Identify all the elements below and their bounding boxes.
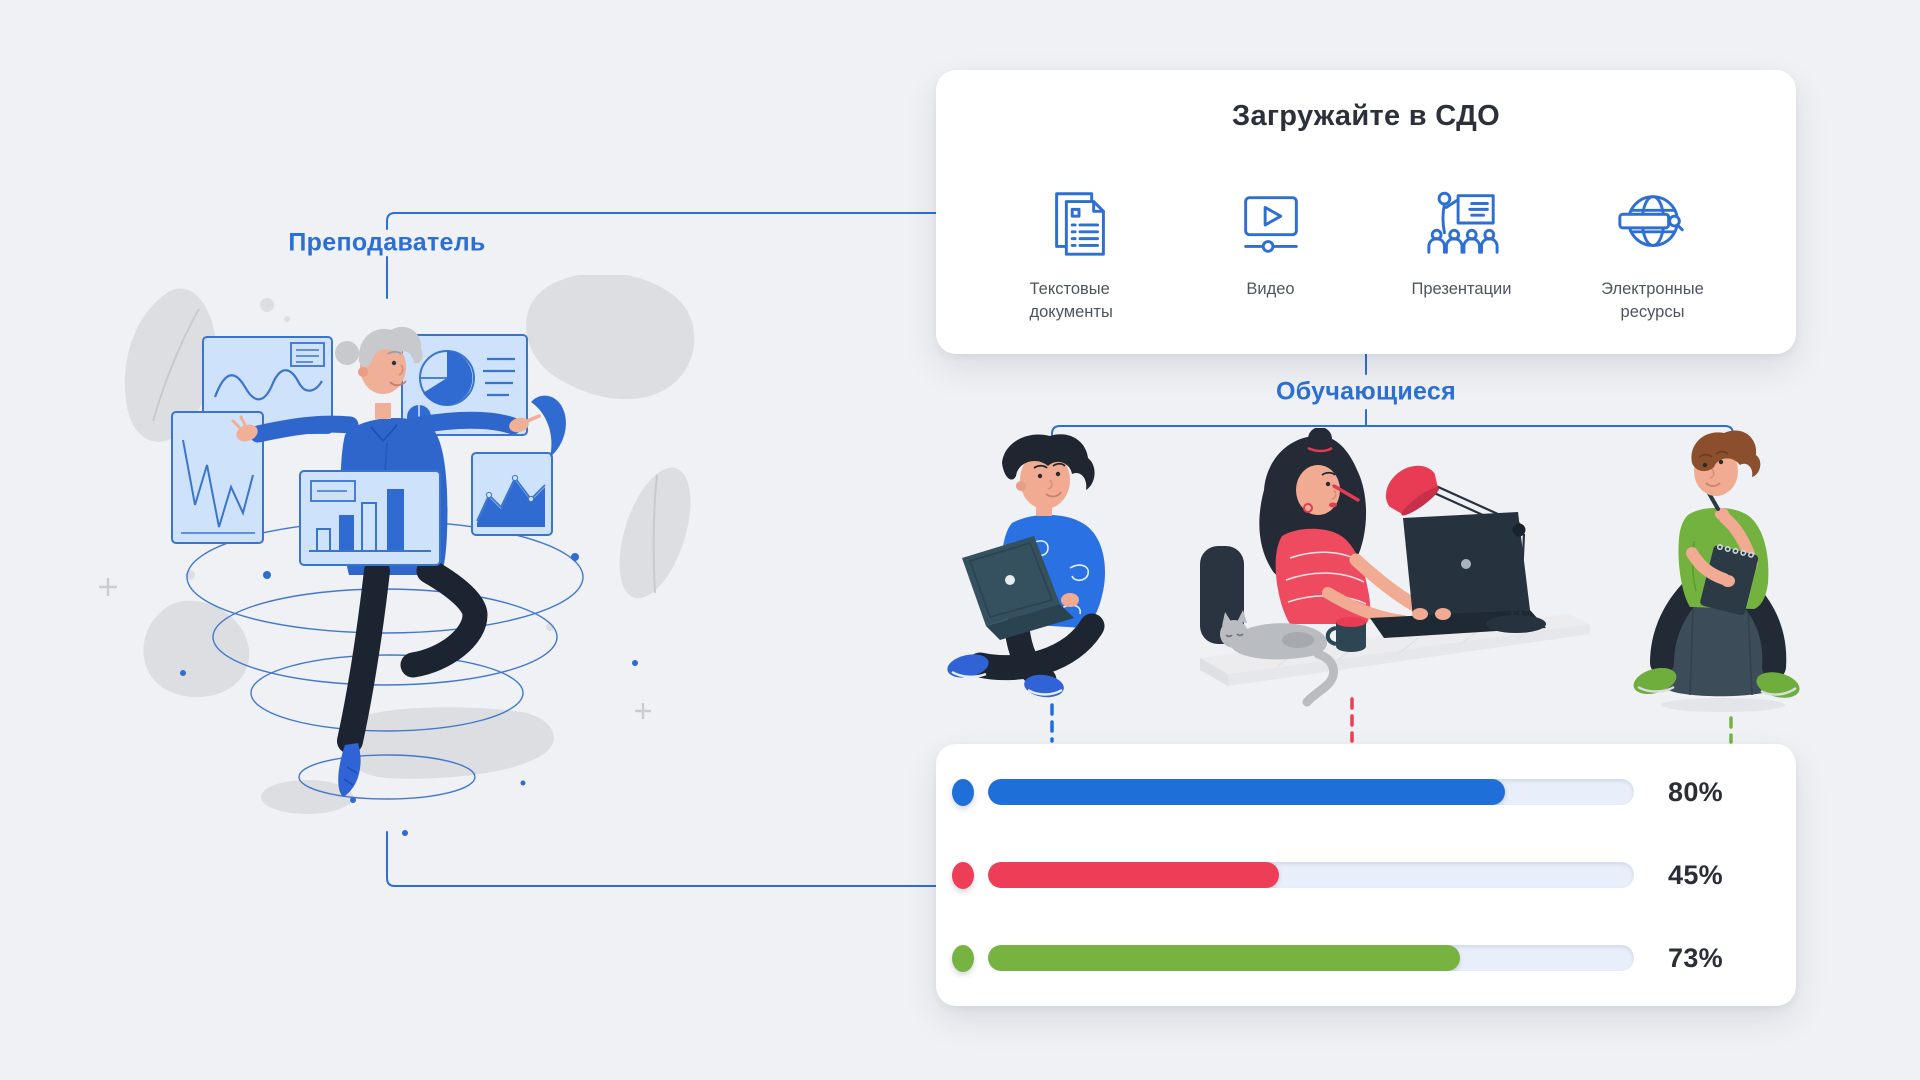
progress-fill-red bbox=[988, 862, 1279, 888]
upload-card: Загружайте в СДО Текстовые документы bbox=[936, 70, 1796, 354]
desk-edge-front bbox=[1200, 658, 1228, 686]
background-blobs bbox=[124, 275, 695, 814]
face bbox=[1296, 465, 1340, 515]
progress-card: 80% 45% 73% bbox=[936, 744, 1796, 1006]
progress-dot-green bbox=[952, 944, 974, 972]
panel-bar-chart bbox=[299, 470, 441, 566]
upload-item-video: Видео bbox=[1175, 184, 1366, 301]
upload-item-electronic-resources: Электронные ресурсы bbox=[1557, 184, 1748, 324]
progress-dot-red bbox=[952, 861, 974, 889]
floor-shadow bbox=[1661, 698, 1785, 712]
globe-search-icon bbox=[1617, 195, 1684, 247]
straight-leg bbox=[337, 558, 390, 754]
mug bbox=[1325, 617, 1366, 652]
progress-row-blue: 80% bbox=[936, 766, 1796, 818]
progress-row-red: 45% bbox=[936, 849, 1796, 901]
leg-back bbox=[967, 613, 1105, 681]
panel-area-chart bbox=[471, 452, 553, 536]
nose bbox=[398, 364, 404, 376]
text-documents-icon bbox=[1054, 192, 1105, 256]
neck bbox=[375, 403, 391, 419]
hand-notebook bbox=[1721, 575, 1735, 587]
panel-zigzag-chart bbox=[171, 411, 264, 544]
earring bbox=[1303, 503, 1313, 513]
student3-figure bbox=[1633, 430, 1800, 712]
progress-track bbox=[988, 779, 1634, 805]
laptop-logo bbox=[1005, 575, 1015, 585]
leaf-veins bbox=[152, 308, 658, 594]
panel-line-chart bbox=[202, 336, 333, 434]
ear bbox=[1016, 481, 1026, 491]
cat-head bbox=[1220, 620, 1248, 648]
cat-tail bbox=[1302, 649, 1338, 707]
upload-items-row: Текстовые документы Видео bbox=[936, 184, 1796, 324]
hair bbox=[358, 326, 423, 367]
ear bbox=[358, 367, 368, 377]
student-laptop-illustration bbox=[947, 434, 1106, 698]
progress-value-green: 73% bbox=[1668, 942, 1723, 973]
hand bbox=[1061, 593, 1079, 607]
pencil bbox=[1332, 484, 1360, 502]
hand-chin bbox=[1715, 508, 1729, 520]
student2-scene bbox=[1200, 428, 1590, 707]
upload-item-label: Текстовые документы bbox=[1029, 280, 1113, 321]
video-player-icon bbox=[1243, 196, 1298, 253]
right-arm bbox=[411, 411, 522, 435]
cat bbox=[1220, 610, 1338, 707]
student-desk-illustration bbox=[1200, 428, 1590, 707]
upload-item-text-documents: Текстовые документы bbox=[984, 184, 1175, 324]
chair-back bbox=[1200, 546, 1244, 644]
progress-value-red: 45% bbox=[1668, 859, 1723, 890]
presentation-audience-icon bbox=[1426, 191, 1499, 254]
hand-1 bbox=[1412, 608, 1428, 620]
progress-fill-green bbox=[988, 945, 1460, 971]
brow bbox=[387, 350, 402, 355]
smile bbox=[389, 380, 407, 387]
shoe-left bbox=[947, 654, 989, 678]
student1-figure bbox=[947, 434, 1106, 698]
upload-item-label: Видео bbox=[1246, 280, 1295, 298]
progress-track bbox=[988, 945, 1634, 971]
upload-item-label: Электронные ресурсы bbox=[1601, 280, 1704, 321]
left-hand bbox=[236, 424, 258, 442]
sparkles bbox=[99, 553, 651, 836]
hand-2 bbox=[1435, 608, 1451, 620]
hair-front bbox=[1281, 458, 1298, 512]
teacher-illustration bbox=[99, 275, 695, 836]
progress-row-green: 73% bbox=[936, 932, 1796, 984]
progress-fill-blue bbox=[988, 779, 1505, 805]
panel-curved-edge bbox=[531, 395, 566, 457]
leg-left bbox=[1650, 581, 1702, 675]
laptop-logo bbox=[1461, 559, 1471, 569]
laptop-base bbox=[986, 604, 1074, 640]
shoe bbox=[338, 743, 361, 797]
progress-value-blue: 80% bbox=[1668, 776, 1723, 807]
teacher-bottom-connector bbox=[386, 831, 937, 887]
bent-leg bbox=[400, 558, 488, 678]
upload-card-title: Загружайте в СДО bbox=[1232, 100, 1500, 132]
hair bbox=[1691, 430, 1761, 477]
desk-lamp bbox=[1385, 465, 1546, 633]
shoe-left bbox=[1633, 667, 1677, 695]
hair bbox=[1002, 434, 1095, 490]
progress-dot-blue bbox=[952, 778, 974, 806]
teacher-top-connector bbox=[386, 212, 937, 230]
lips bbox=[1329, 502, 1337, 508]
arm-left bbox=[1686, 547, 1730, 585]
collar bbox=[370, 424, 398, 443]
left-arm bbox=[249, 415, 359, 443]
progress-track bbox=[988, 862, 1634, 888]
teacher-label: Преподаватель bbox=[288, 228, 486, 257]
hair-bun bbox=[1308, 428, 1332, 451]
desk-edge-right bbox=[1228, 624, 1590, 686]
upload-item-presentations: Презентации bbox=[1366, 184, 1557, 301]
students-label: Обучающиеся bbox=[1275, 377, 1457, 406]
hair-bun bbox=[335, 341, 359, 365]
student-pouf-illustration bbox=[1633, 430, 1800, 712]
upload-item-label: Презентации bbox=[1411, 280, 1512, 298]
eye bbox=[391, 360, 397, 366]
